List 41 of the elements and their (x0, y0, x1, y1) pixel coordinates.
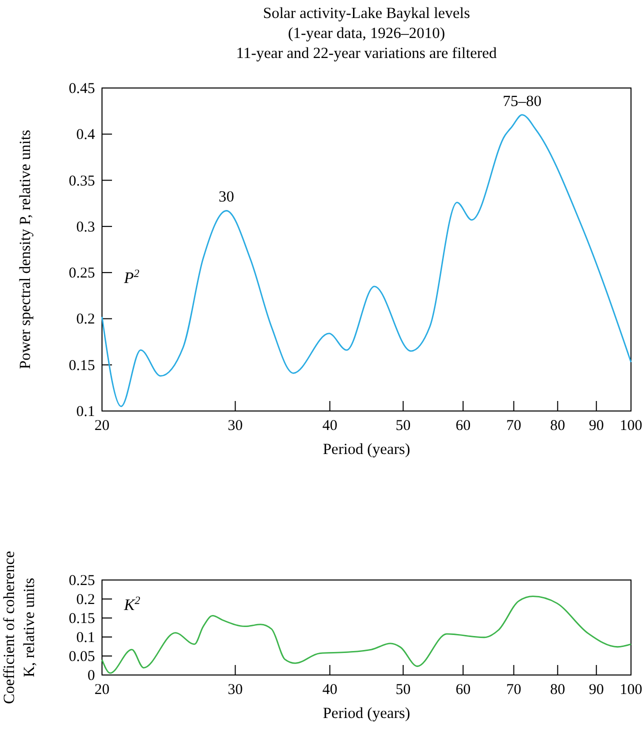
y-tick-label: 0.3 (76, 219, 95, 236)
x-tick-label: 20 (94, 418, 110, 434)
y-tick-label: 0.45 (68, 81, 95, 97)
y-tick-label: 0.1 (76, 630, 95, 646)
x-tick-label: 80 (550, 418, 566, 434)
annotation: 75–80 (502, 92, 542, 110)
x-tick-label: 80 (550, 682, 566, 698)
y-axis-title: Coefficient of coherence K, relative units (1, 550, 38, 704)
x-tick-label: 20 (94, 682, 110, 698)
y-tick-label: 0.15 (68, 611, 95, 627)
y-tick-label: 0.15 (68, 358, 95, 374)
x-tick-label: 50 (396, 682, 411, 698)
text: P$^{2}$ (123, 268, 140, 287)
x-tick-label: 50 (396, 418, 411, 434)
x-tick-label: 100 (620, 682, 642, 698)
y-tick-label: 0.1 (76, 404, 95, 420)
x-tick-label: 90 (588, 682, 604, 698)
x-tick-label: 90 (588, 418, 604, 434)
y-tick-label: 0 (88, 668, 95, 684)
y-tick-label: 0.35 (68, 173, 95, 190)
x-tick-label: 40 (322, 418, 338, 434)
x-tick-label: 30 (228, 682, 243, 698)
y-tick-label: 0.05 (68, 649, 95, 665)
y-tick-label: 0.25 (68, 573, 95, 589)
x-tick-label: 70 (506, 682, 522, 698)
y-tick-label: 0.4 (76, 127, 96, 144)
y-tick-label: 0.2 (76, 312, 95, 328)
x-tick-label: 70 (506, 418, 522, 434)
x-tick-label: 30 (228, 418, 243, 434)
annotation: 30 (218, 188, 234, 206)
x-axis-title: Period (years) (322, 441, 410, 458)
x-tick-label: 60 (456, 682, 471, 698)
x-axis-title: Period (years) (322, 705, 410, 722)
x-tick-label: 40 (322, 682, 338, 698)
text: K$^{2}$ (123, 595, 141, 614)
x-tick-label: 100 (620, 418, 642, 434)
x-tick-label: 60 (456, 418, 471, 434)
y-tick-label: 0.2 (76, 592, 95, 608)
y-tick-label: 0.25 (68, 266, 95, 282)
chart-title: Solar activity-Lake Baykal levels (1-year data, 1926–2010) 11-year and 22-year variations are filtered (236, 5, 498, 62)
y-axis-title: Power spectral density P, relative units (17, 130, 34, 370)
